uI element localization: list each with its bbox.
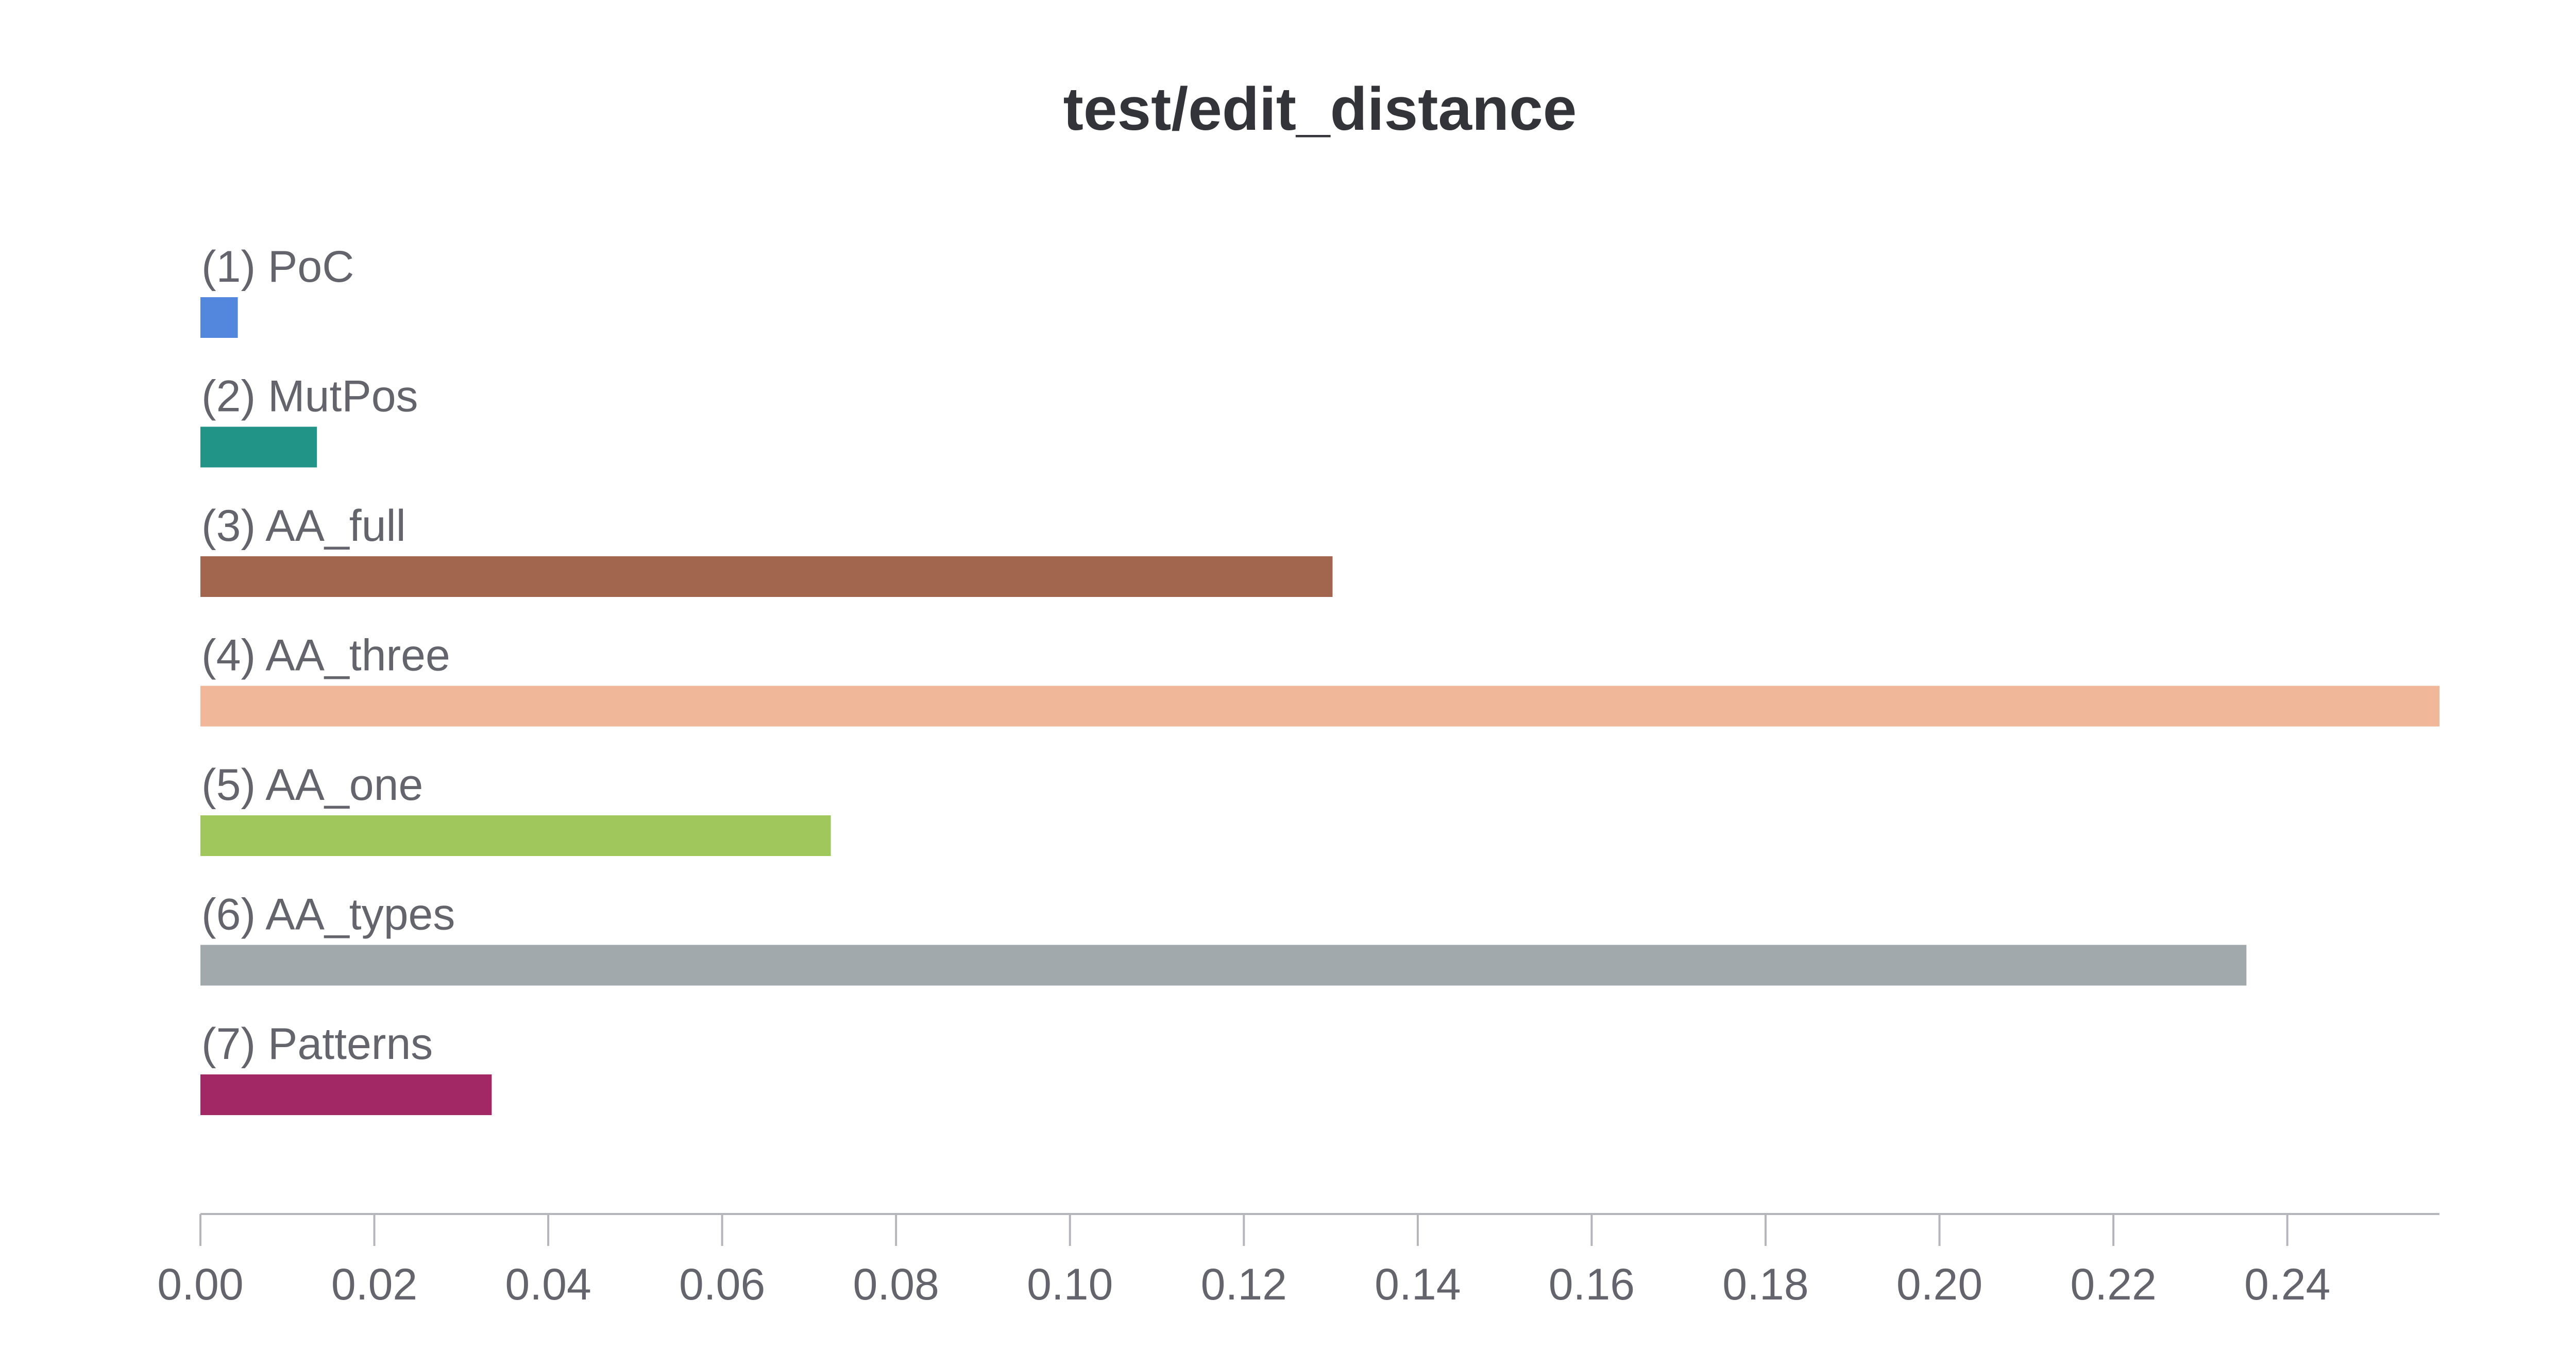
x-tick-label: 0.22 — [2070, 1260, 2156, 1309]
bar — [200, 426, 317, 468]
bar — [200, 1074, 492, 1115]
bar — [200, 297, 238, 338]
x-tick-label: 0.12 — [1201, 1260, 1287, 1309]
x-tick-label: 0.10 — [1027, 1260, 1113, 1309]
x-tick-label: 0.02 — [331, 1260, 417, 1309]
bar-label: (5) AA_one — [201, 760, 423, 810]
x-tick-label: 0.04 — [505, 1260, 591, 1309]
bar — [200, 945, 2247, 986]
x-tick-label: 0.20 — [1896, 1260, 1982, 1309]
x-tick-label: 0.18 — [1722, 1260, 1808, 1309]
bar — [200, 686, 2439, 727]
x-tick-label: 0.14 — [1375, 1260, 1461, 1309]
bar-label: (2) MutPos — [201, 372, 418, 421]
bar-label: (1) PoC — [201, 242, 354, 292]
bar-label: (3) AA_full — [201, 501, 406, 551]
x-tick-label: 0.00 — [157, 1260, 243, 1309]
x-tick-label: 0.06 — [679, 1260, 765, 1309]
x-tick-label: 0.08 — [853, 1260, 939, 1309]
bar-label: (4) AA_three — [201, 631, 450, 680]
bar — [200, 815, 831, 856]
bars-group: (1) PoC (2) MutPos (3) AA_full (4) AA_three… — [200, 242, 2439, 1115]
bar — [200, 556, 1333, 597]
x-tick-label: 0.16 — [1549, 1260, 1635, 1309]
x-axis: 0.00 0.02 0.04 0.06 0.08 0.10 0.12 0.14 0.16 0.18… — [157, 1213, 2439, 1309]
bar-label: (7) Patterns — [201, 1019, 433, 1069]
bar-label: (6) AA_types — [201, 890, 455, 939]
x-tick-label: 0.24 — [2244, 1260, 2330, 1309]
chart-title: test/edit_distance — [1063, 75, 1577, 143]
